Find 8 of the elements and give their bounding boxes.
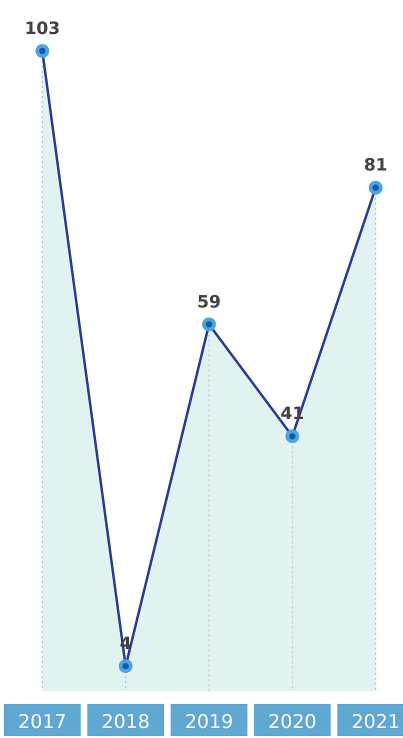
data-label: 81: [364, 156, 388, 176]
x-tick-label: 2019: [184, 711, 234, 733]
data-label: 103: [24, 19, 60, 39]
x-tick-label: 2017: [18, 711, 67, 733]
data-label: 59: [197, 292, 221, 312]
x-tick-label: 2020: [268, 711, 317, 733]
x-tick-label: 2018: [101, 711, 150, 733]
x-tick-label: 2021: [351, 711, 400, 733]
